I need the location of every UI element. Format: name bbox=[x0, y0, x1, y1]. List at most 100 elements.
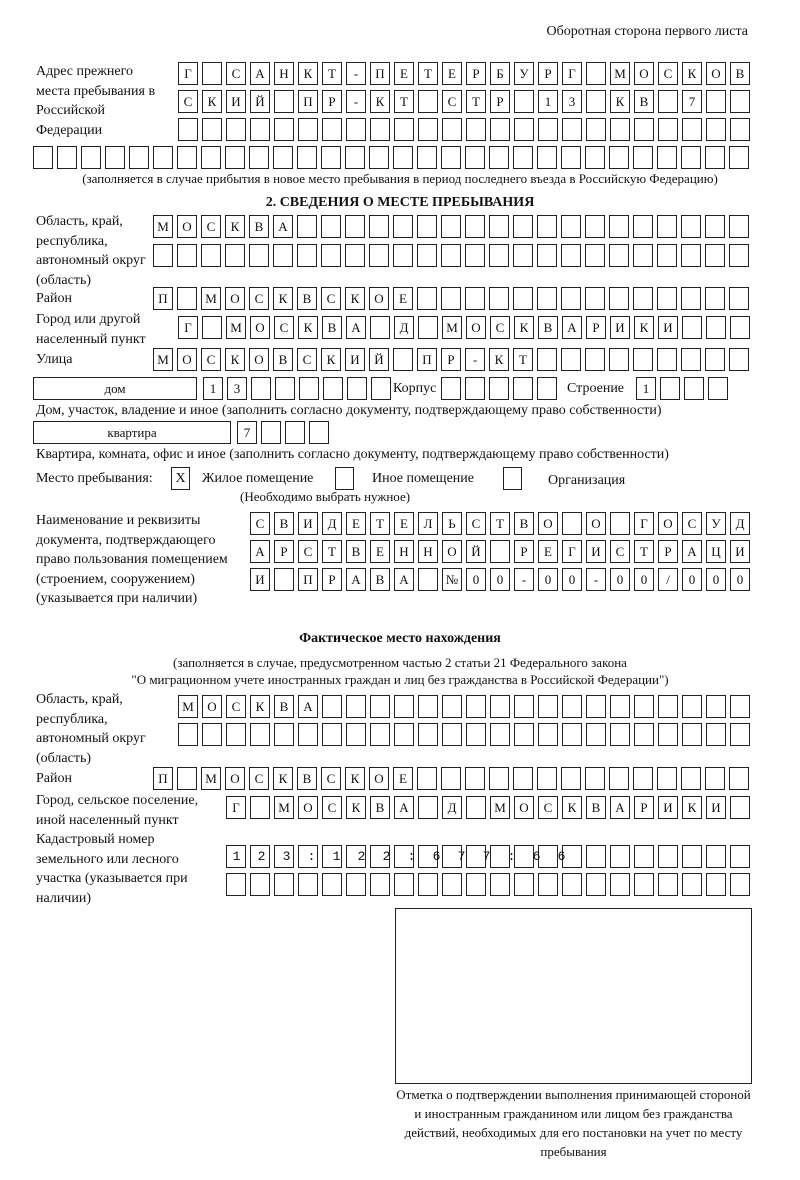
char-cell[interactable] bbox=[729, 244, 749, 267]
char-cell[interactable] bbox=[201, 146, 221, 169]
char-cell[interactable] bbox=[586, 723, 606, 746]
char-cell[interactable]: Г bbox=[178, 316, 198, 339]
char-cell[interactable]: К bbox=[562, 796, 582, 819]
char-cell[interactable] bbox=[585, 348, 605, 371]
char-cell[interactable]: С bbox=[490, 316, 510, 339]
char-cell[interactable] bbox=[610, 723, 630, 746]
char-cell[interactable] bbox=[322, 873, 342, 896]
char-cell[interactable] bbox=[658, 845, 678, 868]
char-cell[interactable] bbox=[514, 90, 534, 113]
char-cell[interactable] bbox=[202, 316, 222, 339]
char-cell[interactable] bbox=[706, 118, 726, 141]
char-cell[interactable] bbox=[489, 244, 509, 267]
char-cell[interactable]: Г bbox=[634, 512, 654, 535]
char-cell[interactable] bbox=[514, 845, 534, 868]
char-cell[interactable] bbox=[347, 377, 367, 400]
char-cell[interactable]: К bbox=[321, 348, 341, 371]
char-cell[interactable] bbox=[345, 215, 365, 238]
char-cell[interactable]: Е bbox=[538, 540, 558, 563]
char-cell[interactable] bbox=[225, 244, 245, 267]
char-cell[interactable] bbox=[442, 118, 462, 141]
char-cell[interactable]: О bbox=[298, 796, 318, 819]
char-cell[interactable] bbox=[225, 146, 245, 169]
char-cell[interactable] bbox=[610, 512, 630, 535]
char-cell[interactable] bbox=[729, 767, 749, 790]
char-cell[interactable] bbox=[370, 723, 390, 746]
char-cell[interactable]: О bbox=[706, 62, 726, 85]
char-cell[interactable]: К bbox=[225, 215, 245, 238]
char-cell[interactable] bbox=[729, 348, 749, 371]
flat-type-field[interactable]: квартира bbox=[33, 421, 231, 444]
char-cell[interactable] bbox=[585, 215, 605, 238]
checkbox-other-premises[interactable] bbox=[335, 467, 354, 490]
char-cell[interactable] bbox=[609, 215, 629, 238]
char-cell[interactable] bbox=[153, 146, 173, 169]
region-row-2[interactable] bbox=[153, 244, 749, 267]
char-cell[interactable] bbox=[441, 767, 461, 790]
char-cell[interactable] bbox=[489, 287, 509, 310]
char-cell[interactable] bbox=[561, 146, 581, 169]
char-cell[interactable] bbox=[417, 287, 437, 310]
char-cell[interactable] bbox=[657, 146, 677, 169]
char-cell[interactable] bbox=[562, 512, 582, 535]
char-cell[interactable]: С bbox=[249, 767, 269, 790]
char-cell[interactable] bbox=[585, 146, 605, 169]
char-cell[interactable]: Ц bbox=[706, 540, 726, 563]
char-cell[interactable]: П bbox=[417, 348, 437, 371]
char-cell[interactable]: 0 bbox=[706, 568, 726, 591]
char-cell[interactable]: О bbox=[538, 512, 558, 535]
char-cell[interactable] bbox=[274, 845, 294, 868]
char-cell[interactable] bbox=[178, 723, 198, 746]
char-cell[interactable] bbox=[658, 695, 678, 718]
char-cell[interactable]: К bbox=[298, 62, 318, 85]
char-cell[interactable] bbox=[634, 845, 654, 868]
char-cell[interactable]: И bbox=[706, 796, 726, 819]
char-cell[interactable]: А bbox=[394, 568, 414, 591]
char-cell[interactable] bbox=[394, 845, 414, 868]
char-cell[interactable] bbox=[705, 215, 725, 238]
char-cell[interactable] bbox=[465, 287, 485, 310]
char-cell[interactable] bbox=[129, 146, 149, 169]
char-cell[interactable] bbox=[537, 146, 557, 169]
char-cell[interactable] bbox=[682, 723, 702, 746]
char-cell[interactable]: У bbox=[514, 62, 534, 85]
char-cell[interactable]: Й bbox=[466, 540, 486, 563]
char-cell[interactable] bbox=[418, 568, 438, 591]
checkbox-residential[interactable]: X bbox=[171, 467, 190, 490]
char-cell[interactable]: - bbox=[346, 90, 366, 113]
char-cell[interactable] bbox=[321, 146, 341, 169]
char-cell[interactable]: А bbox=[682, 540, 702, 563]
char-cell[interactable] bbox=[177, 287, 197, 310]
char-cell[interactable]: В bbox=[346, 540, 366, 563]
char-cell[interactable] bbox=[730, 695, 750, 718]
char-cell[interactable] bbox=[177, 767, 197, 790]
char-cell[interactable] bbox=[537, 287, 557, 310]
char-cell[interactable]: О bbox=[634, 62, 654, 85]
char-cell[interactable] bbox=[441, 215, 461, 238]
char-cell[interactable] bbox=[274, 873, 294, 896]
char-cell[interactable] bbox=[466, 796, 486, 819]
char-cell[interactable]: В bbox=[249, 215, 269, 238]
char-cell[interactable] bbox=[466, 695, 486, 718]
char-cell[interactable] bbox=[658, 118, 678, 141]
char-cell[interactable] bbox=[297, 215, 317, 238]
char-cell[interactable]: М bbox=[201, 287, 221, 310]
char-cell[interactable]: И bbox=[298, 512, 318, 535]
char-cell[interactable]: 0 bbox=[610, 568, 630, 591]
char-cell[interactable] bbox=[309, 421, 329, 444]
char-cell[interactable] bbox=[513, 244, 533, 267]
char-cell[interactable] bbox=[705, 146, 725, 169]
char-cell[interactable] bbox=[514, 118, 534, 141]
char-cell[interactable] bbox=[633, 215, 653, 238]
char-cell[interactable]: В bbox=[538, 316, 558, 339]
char-cell[interactable] bbox=[609, 287, 629, 310]
char-cell[interactable] bbox=[249, 146, 269, 169]
char-cell[interactable] bbox=[730, 316, 750, 339]
char-cell[interactable] bbox=[226, 845, 246, 868]
char-cell[interactable]: О bbox=[514, 796, 534, 819]
char-cell[interactable]: К bbox=[634, 316, 654, 339]
char-cell[interactable] bbox=[514, 873, 534, 896]
